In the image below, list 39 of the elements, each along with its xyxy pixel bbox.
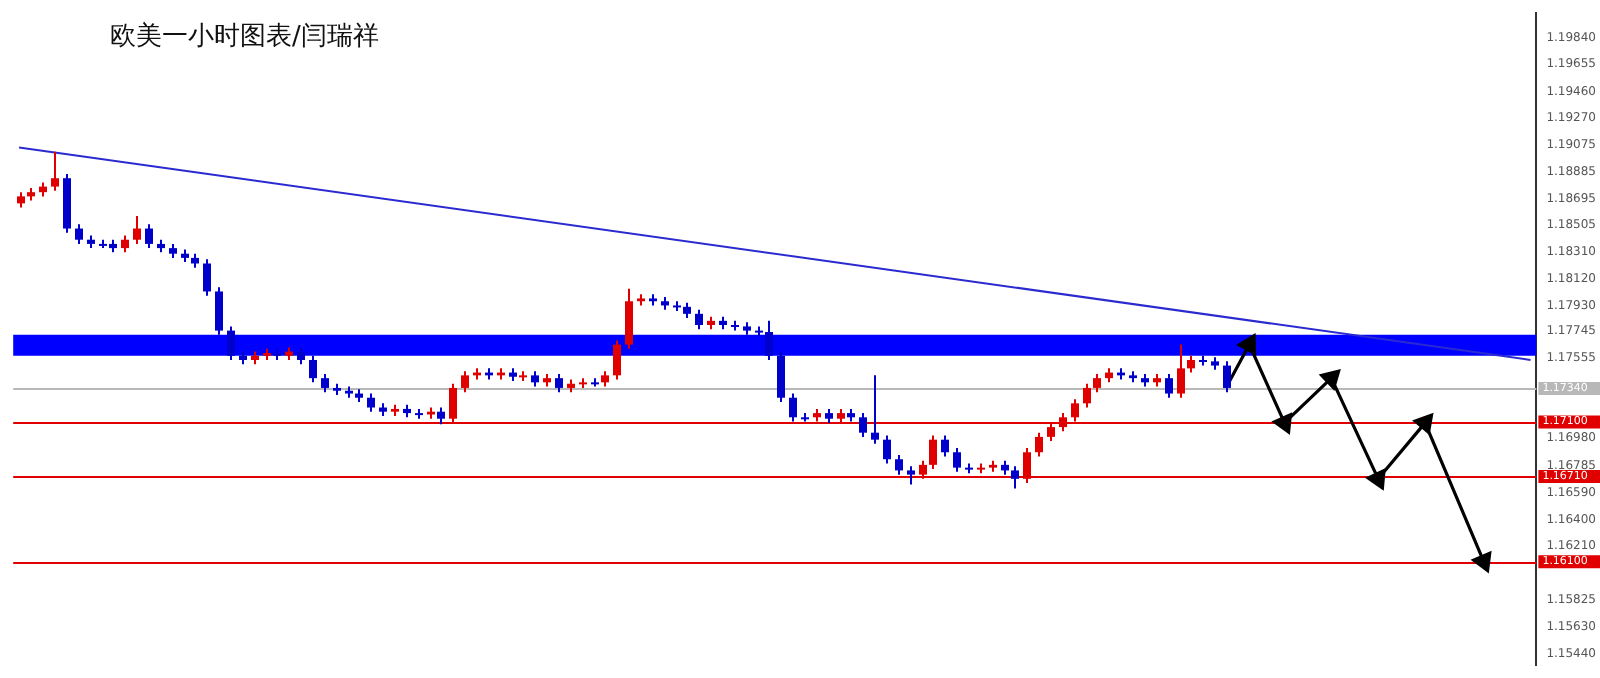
candlestick [51, 150, 59, 192]
point [1237, 334, 1257, 355]
candlestick [625, 287, 633, 350]
point [1272, 413, 1292, 434]
candlestick [367, 392, 375, 413]
candlestick [555, 372, 563, 394]
candlestick [871, 374, 879, 445]
candlestick [1083, 382, 1091, 409]
point [1366, 469, 1386, 490]
candlestick [895, 454, 903, 476]
candlestick [613, 339, 621, 381]
candlestick [75, 223, 83, 245]
candlestick [1093, 372, 1101, 394]
candlestick [133, 214, 141, 245]
candlestick [227, 325, 235, 361]
candlestick [203, 258, 211, 297]
candlestick [695, 308, 703, 331]
candlestick [953, 447, 961, 473]
chart-title: 欧美一小时图表/闫瑞祥 [110, 20, 379, 54]
candlestick [789, 392, 797, 423]
candlestick [1165, 372, 1173, 399]
candlestick [907, 465, 915, 486]
candlestick [777, 350, 785, 403]
candlestick [309, 354, 317, 384]
candlestick [321, 372, 329, 394]
candlestick [859, 412, 867, 438]
candlestick [1011, 465, 1019, 490]
point [1472, 551, 1492, 573]
candlestick [215, 286, 223, 336]
candlestick [1035, 431, 1043, 458]
point [1320, 369, 1341, 390]
candlestick [883, 434, 891, 465]
point [1413, 413, 1434, 434]
candlestick [145, 223, 153, 250]
candlestick [929, 434, 937, 471]
candlestick [461, 370, 469, 394]
candlestick [941, 434, 949, 458]
candlestick [1223, 360, 1231, 394]
candlestick [1177, 343, 1185, 399]
